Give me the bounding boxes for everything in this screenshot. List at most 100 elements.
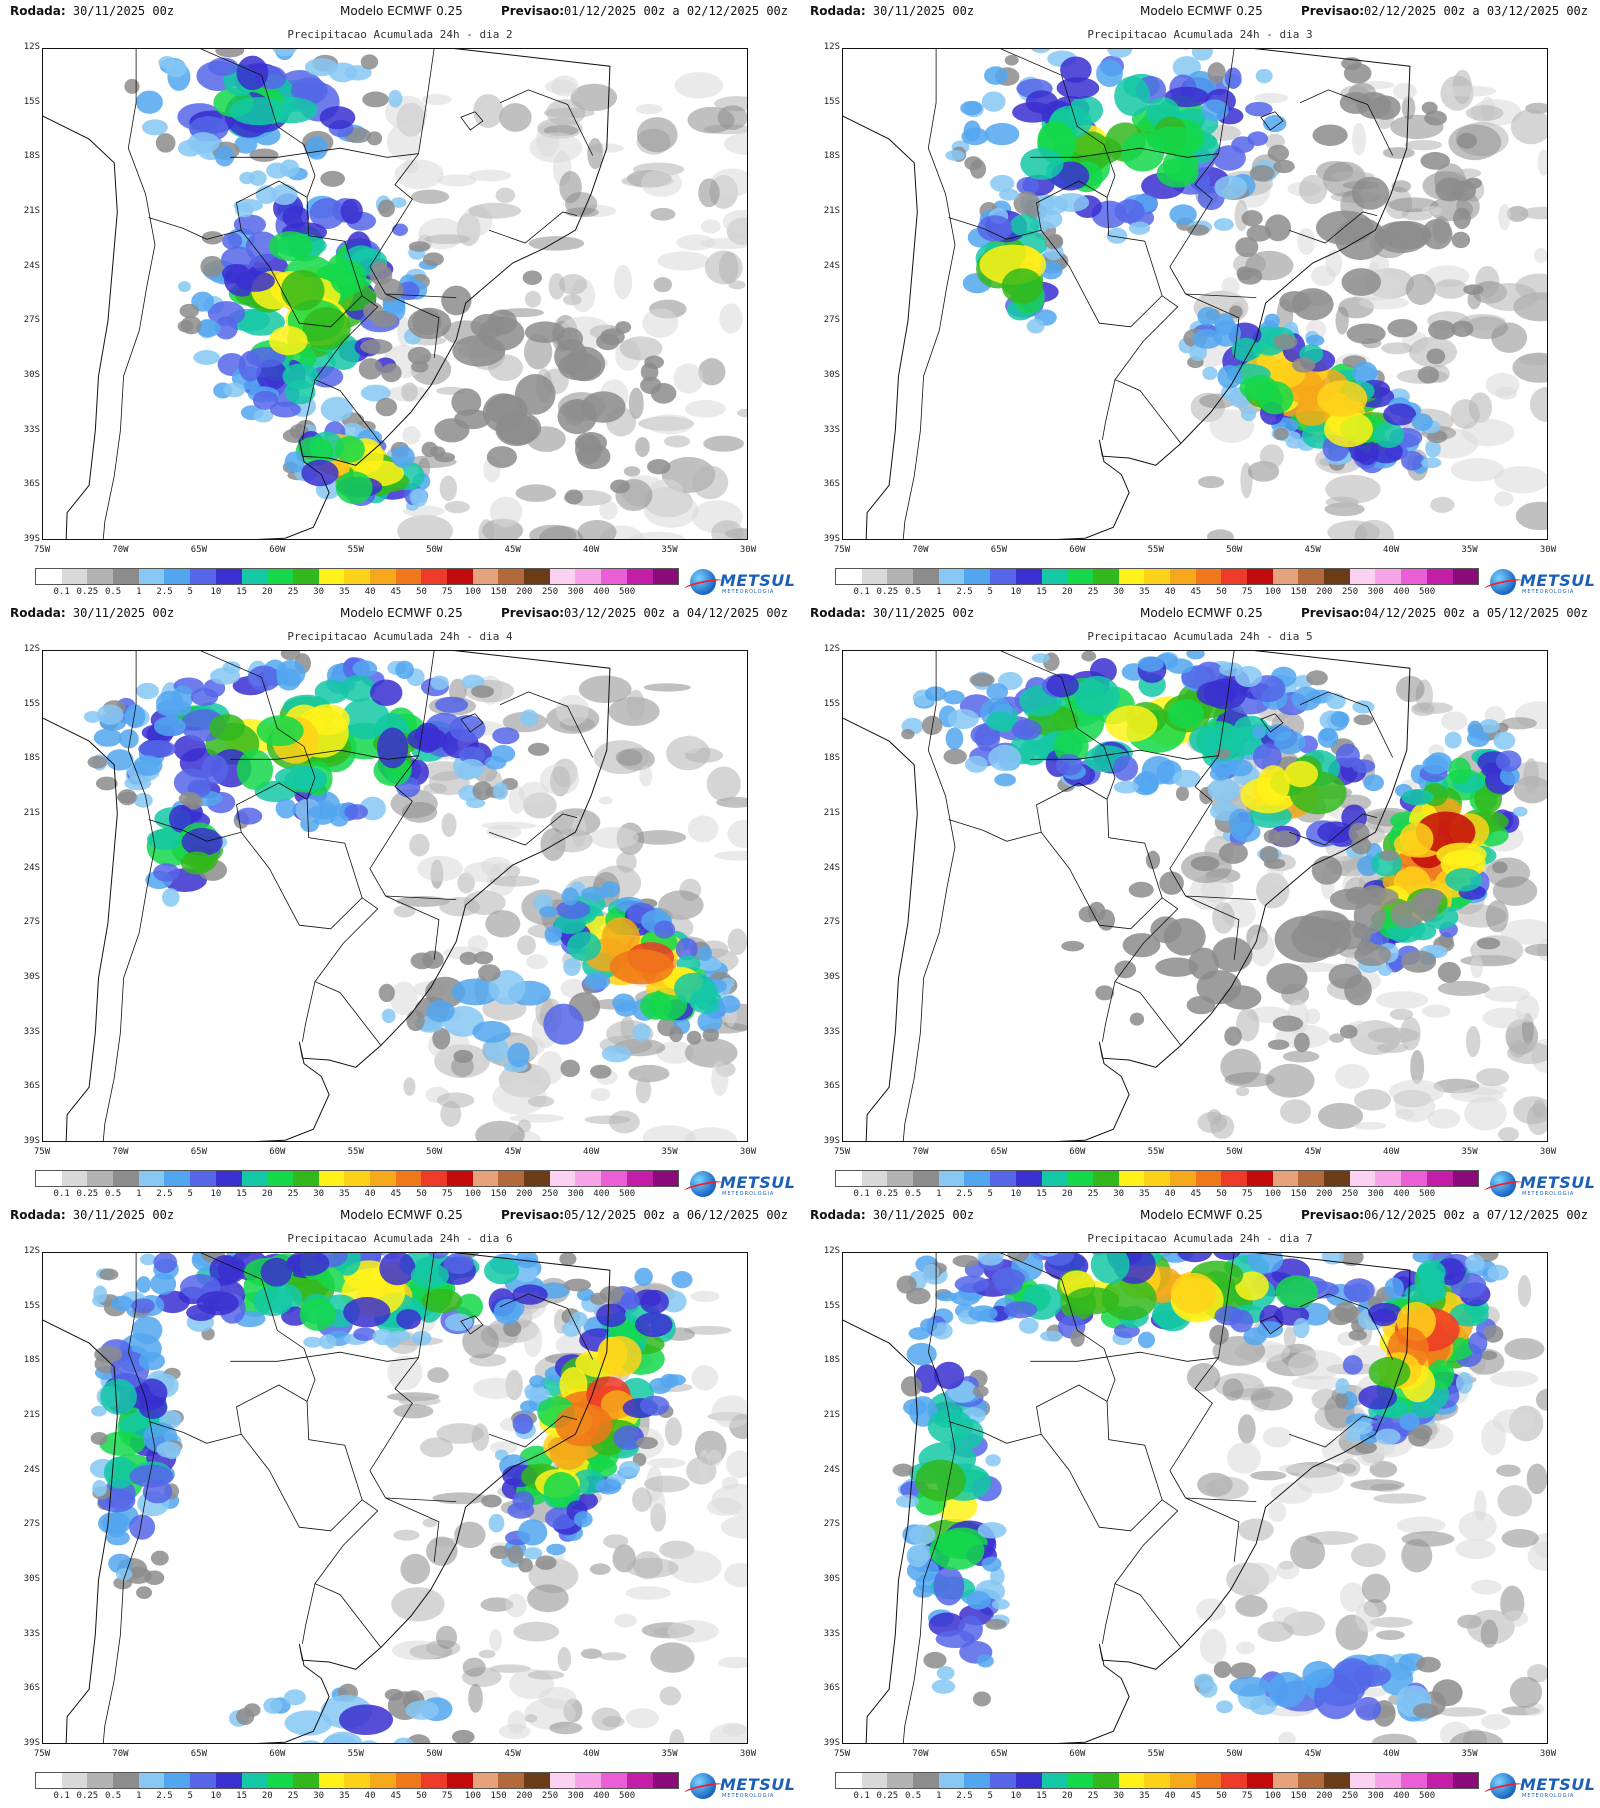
rain-cell bbox=[1390, 901, 1425, 928]
colorbar-swatch bbox=[1195, 569, 1222, 584]
precipitation-map[interactable] bbox=[42, 1252, 748, 1744]
longitude-label: 50W bbox=[426, 545, 443, 555]
colorbar-tick: 40 bbox=[1164, 1791, 1176, 1801]
precipitation-map[interactable] bbox=[842, 650, 1548, 1142]
map-canvas[interactable] bbox=[42, 48, 748, 540]
rain-cell bbox=[1255, 68, 1273, 84]
colorbar-swatch bbox=[61, 1773, 88, 1788]
border-line bbox=[1040, 1401, 1163, 1532]
rain-cell bbox=[1234, 665, 1263, 688]
colorbar-swatch bbox=[36, 1171, 62, 1186]
colorbar-tick: 20 bbox=[261, 1791, 273, 1801]
rain-cell bbox=[133, 793, 153, 808]
rain-cell bbox=[632, 1487, 652, 1512]
border-line bbox=[1288, 1415, 1378, 1448]
rain-cell bbox=[1369, 253, 1390, 276]
map-canvas[interactable] bbox=[842, 1252, 1548, 1744]
colorbar-tick: 2.5 bbox=[956, 587, 973, 597]
rain-cell bbox=[272, 48, 298, 57]
rain-cell bbox=[968, 1305, 998, 1322]
rain-cell bbox=[518, 781, 549, 806]
rain-cell bbox=[707, 1497, 742, 1516]
colorbar-swatch bbox=[938, 1773, 965, 1788]
rain-cell bbox=[458, 746, 486, 764]
country-borders bbox=[842, 48, 1411, 540]
precipitation-map[interactable] bbox=[42, 650, 748, 1142]
rain-cell bbox=[1226, 1442, 1261, 1474]
border-line bbox=[1299, 1293, 1394, 1360]
rain-cell bbox=[524, 321, 566, 343]
colorbar-tick: 50 bbox=[1216, 1189, 1227, 1199]
map-canvas[interactable] bbox=[842, 650, 1548, 1142]
colorbar-swatch bbox=[1375, 1773, 1402, 1788]
rain-cell bbox=[471, 1423, 490, 1452]
rain-cell bbox=[1273, 159, 1295, 174]
rain-cell bbox=[1361, 1687, 1387, 1697]
logo-wordmark: METSUL bbox=[720, 1173, 796, 1192]
colorbar-swatch bbox=[61, 1171, 88, 1186]
rain-cell bbox=[1339, 1024, 1358, 1039]
rain-cell bbox=[1492, 876, 1538, 906]
rain-cell bbox=[972, 1385, 989, 1398]
colorbar-tick: 15 bbox=[236, 587, 248, 597]
precipitation-field bbox=[83, 650, 748, 1142]
rain-cell bbox=[1481, 1419, 1506, 1456]
rain-cell bbox=[427, 1367, 449, 1383]
rain-cell bbox=[1449, 1730, 1504, 1744]
rain-cell bbox=[387, 1330, 411, 1343]
map-canvas[interactable] bbox=[842, 48, 1548, 540]
rain-cell bbox=[395, 660, 415, 680]
border-line bbox=[369, 650, 440, 960]
colorbar-swatch bbox=[861, 1171, 888, 1186]
rain-cell bbox=[139, 1253, 157, 1266]
latitude-label: 36S bbox=[823, 1683, 840, 1694]
rain-cell bbox=[1246, 225, 1272, 242]
colorbar-swatch bbox=[1144, 569, 1170, 584]
rain-cell bbox=[1317, 1102, 1364, 1130]
rain-cell bbox=[1128, 221, 1151, 235]
colorbar-swatch bbox=[549, 1773, 576, 1788]
longitude-label: 55W bbox=[347, 545, 364, 555]
rain-cell bbox=[690, 1290, 720, 1302]
rain-cell bbox=[1353, 714, 1374, 726]
rain-cell bbox=[977, 215, 1013, 242]
rain-cell bbox=[985, 1618, 1007, 1630]
rain-cell bbox=[252, 390, 279, 410]
precipitation-map[interactable] bbox=[842, 48, 1548, 540]
rain-cell bbox=[237, 308, 285, 336]
rain-cell bbox=[969, 673, 995, 687]
border-line bbox=[230, 147, 419, 158]
rain-cell bbox=[527, 1584, 569, 1613]
longitude-label: 75W bbox=[833, 545, 851, 555]
rain-cell bbox=[1293, 1032, 1310, 1053]
latitude-label: 21S bbox=[823, 206, 840, 216]
rain-cell bbox=[1401, 1538, 1433, 1573]
rain-cell bbox=[1375, 991, 1429, 1009]
rain-cell bbox=[656, 1041, 695, 1064]
rain-cell bbox=[609, 949, 674, 985]
map-canvas[interactable] bbox=[42, 1252, 748, 1744]
rain-cell bbox=[1482, 1007, 1527, 1029]
rain-cell bbox=[664, 1417, 682, 1446]
colorbar-swatch bbox=[113, 569, 139, 584]
map-canvas[interactable] bbox=[42, 650, 748, 1142]
rain-cell bbox=[1350, 837, 1372, 855]
map-title: Precipitacao Acumulada 24h - dia 5 bbox=[1087, 630, 1313, 643]
rain-cell bbox=[645, 414, 694, 435]
rain-cell bbox=[1229, 1676, 1271, 1697]
rain-cell bbox=[625, 1557, 679, 1578]
rain-cell bbox=[150, 1272, 177, 1295]
rain-cell bbox=[156, 1441, 182, 1458]
rain-cell bbox=[142, 119, 168, 136]
colorbar-tick: 0.25 bbox=[876, 1189, 899, 1199]
rain-cell bbox=[1341, 268, 1382, 296]
precipitation-map[interactable] bbox=[842, 1252, 1548, 1744]
precipitation-map[interactable] bbox=[42, 48, 748, 540]
rain-cell bbox=[523, 1547, 543, 1560]
colorbar-swatch bbox=[626, 569, 653, 584]
rain-cell bbox=[360, 54, 379, 70]
run-info: Rodada: 30/11/2025 00z bbox=[810, 4, 974, 18]
rain-cell bbox=[507, 1710, 527, 1735]
rain-cell bbox=[334, 435, 365, 463]
colorbar-tick: 40 bbox=[364, 1791, 376, 1801]
